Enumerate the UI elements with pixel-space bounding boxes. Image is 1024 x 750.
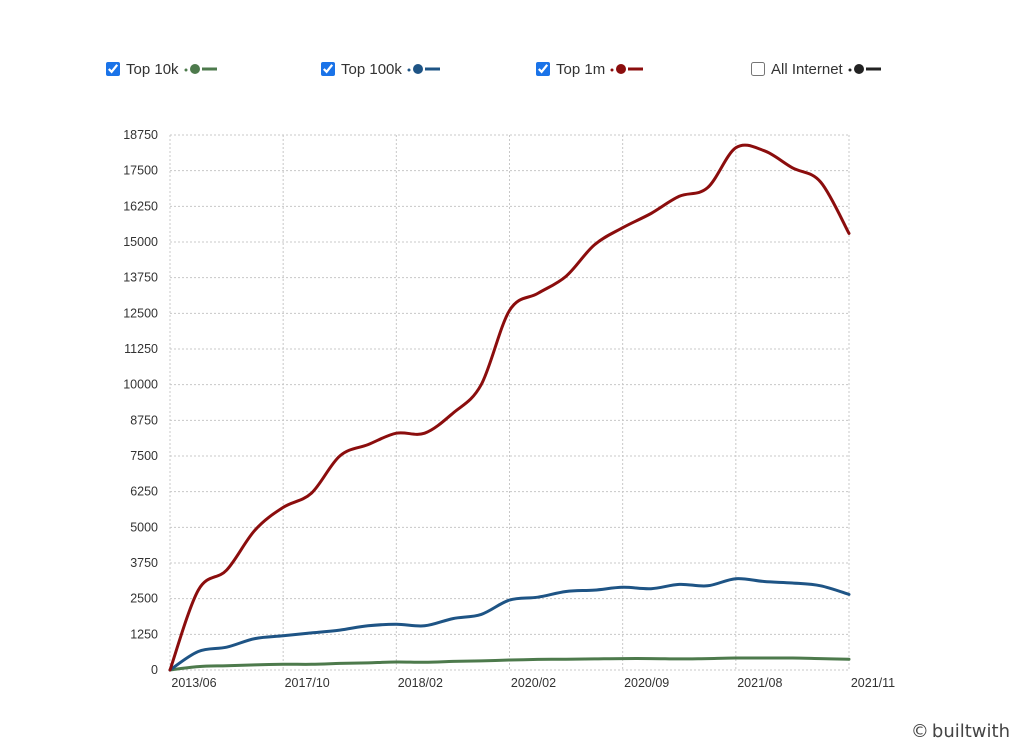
- legend-label-all-internet: All Internet: [771, 60, 843, 78]
- y-tick-label: 7500: [130, 449, 158, 463]
- y-tick-label: 18750: [123, 128, 158, 142]
- legend-checkbox-top-100k[interactable]: [321, 62, 335, 76]
- y-tick-label: 1250: [130, 627, 158, 641]
- series-line-top-100k: [168, 577, 851, 672]
- builtwith-credit: © builtwith: [911, 721, 1010, 742]
- y-tick-label: 13750: [123, 271, 158, 285]
- legend-checkbox-top-10k[interactable]: [106, 62, 120, 76]
- y-tick-label: 11250: [124, 342, 158, 356]
- y-tick-label: 16250: [123, 199, 158, 213]
- y-tick-label: 6250: [130, 485, 158, 499]
- x-tick-label: 2020/02: [511, 676, 556, 690]
- y-tick-label: 8750: [130, 413, 158, 427]
- legend-label-top-100k: Top 100k: [341, 60, 402, 78]
- x-tick-label: 2017/10: [285, 676, 330, 690]
- y-tick-label: 5000: [130, 520, 158, 534]
- legend-label-top-1m: Top 1m: [556, 60, 606, 78]
- legend-item-top-10k[interactable]: Top 10k: [106, 59, 219, 79]
- legend-swatch-all-internet: [848, 64, 881, 74]
- legend-item-top-1m[interactable]: Top 1m: [536, 59, 645, 79]
- x-tick-label: 2018/02: [398, 676, 443, 690]
- series-line-top-1m: [168, 143, 851, 672]
- y-tick-label: 3750: [130, 556, 158, 570]
- y-tick-label: 10000: [123, 378, 158, 392]
- legend-swatch-top-100k: [407, 64, 440, 74]
- y-tick-label: 0: [151, 663, 158, 677]
- series-line-top-10k: [168, 656, 851, 672]
- y-tick-label: 17500: [123, 164, 158, 178]
- legend-label-top-10k: Top 10k: [126, 60, 179, 78]
- x-tick-label: 2013/06: [171, 676, 216, 690]
- x-tick-label: 2021/11: [851, 676, 895, 690]
- copyright-icon: ©: [910, 721, 929, 742]
- legend-checkbox-top-1m[interactable]: [536, 62, 550, 76]
- legend-swatch-top-10k: [184, 64, 217, 74]
- legend-checkbox-all-internet[interactable]: [751, 62, 765, 76]
- y-tick-label: 12500: [123, 306, 158, 320]
- x-tick-label: 2021/08: [737, 676, 782, 690]
- y-tick-label: 15000: [123, 235, 158, 249]
- legend-item-all-internet[interactable]: All Internet: [751, 59, 883, 79]
- legend-swatch-top-1m: [610, 64, 644, 74]
- legend-item-top-100k[interactable]: Top 100k: [321, 59, 442, 79]
- credit-text: builtwith: [931, 721, 1010, 742]
- y-tick-label: 2500: [130, 592, 158, 606]
- x-tick-label: 2020/09: [624, 676, 669, 690]
